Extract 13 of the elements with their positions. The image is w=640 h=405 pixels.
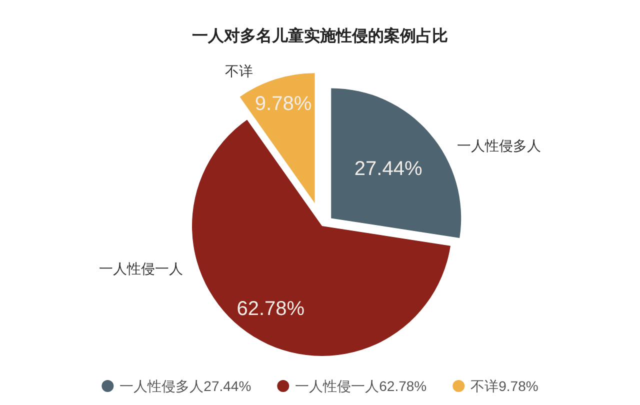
legend-label: 一人性侵一人	[295, 378, 380, 394]
data-label: 9.78%	[254, 93, 312, 115]
slice-label: 一人性侵多人	[457, 137, 542, 154]
legend-label: 一人性侵多人	[120, 378, 204, 394]
data-label: 62.78%	[236, 298, 305, 320]
legend-value: 27.44%	[204, 378, 252, 394]
legend-value: 62.78%	[379, 378, 427, 394]
data-label: 27.44%	[354, 158, 422, 180]
legend-label: 不详	[470, 378, 499, 394]
slice-label: 不详	[225, 63, 254, 80]
legend-value: 9.78%	[498, 378, 538, 394]
slice-label: 一人性侵一人	[98, 260, 183, 277]
chart-title: 一人对多名儿童实施性侵的案例占比	[192, 28, 448, 45]
